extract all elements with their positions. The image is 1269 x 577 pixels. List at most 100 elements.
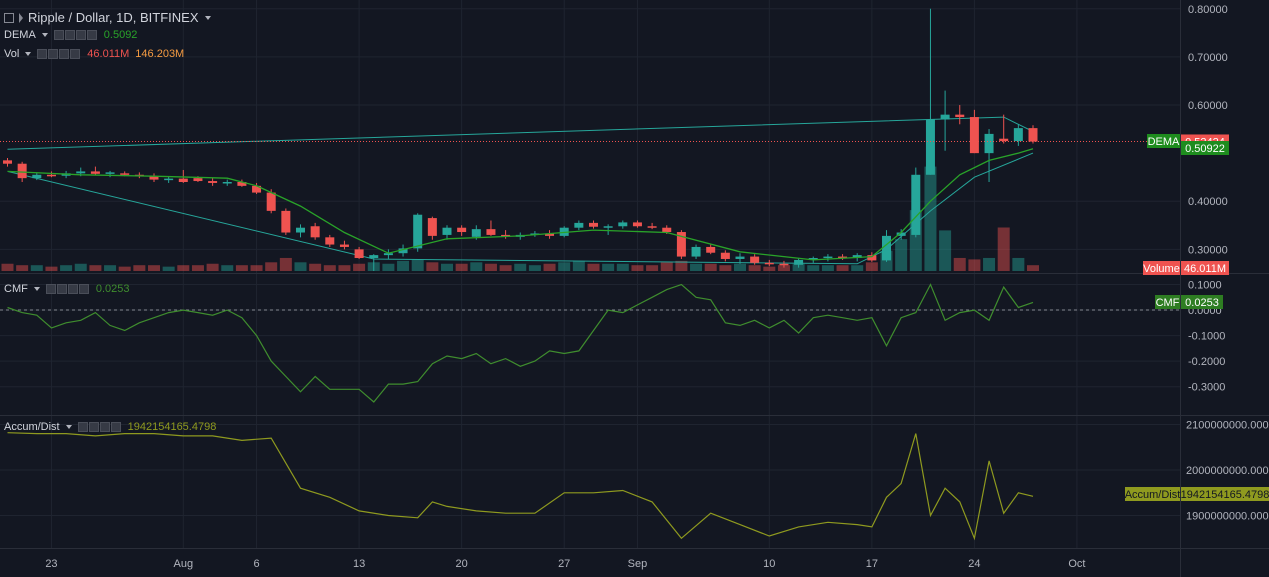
candle-body: [3, 160, 12, 164]
volume-bar: [660, 262, 673, 271]
candle-body: [457, 227, 467, 233]
volume-bar: [309, 263, 322, 271]
ad-legend[interactable]: Accum/Dist 1942154165.4798: [4, 421, 216, 433]
candle-body: [471, 229, 481, 237]
more-icon[interactable]: [75, 30, 86, 40]
candle-body: [413, 214, 423, 249]
candle-body: [398, 248, 408, 254]
volume-bar: [836, 265, 849, 271]
candle-body: [896, 232, 906, 236]
dema-legend-value: 0.5092: [103, 29, 138, 41]
vol-legend-name: Vol: [4, 48, 20, 60]
price-tick-label: 0.30000: [1188, 244, 1228, 256]
candle-body: [589, 222, 598, 227]
close-icon[interactable]: [78, 284, 89, 294]
candle-body: [1013, 128, 1023, 142]
candle-body: [281, 210, 291, 233]
dema-label-tag-bg: [1147, 134, 1180, 148]
volume-bar: [587, 263, 600, 271]
candle-body: [838, 256, 848, 259]
flag-icon[interactable]: [19, 12, 23, 23]
volume-bar: [558, 262, 571, 271]
candle-body: [310, 226, 320, 238]
close-icon[interactable]: [86, 30, 97, 40]
time-axis-label: 24: [968, 558, 980, 570]
chevron-down-icon[interactable]: [204, 15, 211, 20]
dema-line: [7, 148, 1034, 261]
candle-body: [940, 114, 950, 120]
volume-bar: [851, 265, 864, 271]
vol-legend[interactable]: Vol 46.011M 146.203M: [4, 48, 184, 60]
volume-bar: [470, 262, 483, 271]
volume-bar: [939, 230, 952, 271]
candle-body: [325, 237, 335, 245]
settings-icon[interactable]: [64, 30, 75, 40]
candle-body: [911, 174, 921, 235]
volume-bar: [206, 263, 219, 271]
candle-body: [794, 259, 804, 265]
volume-value-tag-bg: [1181, 261, 1229, 275]
volume-bar: [997, 227, 1010, 271]
volume-bar: [675, 260, 688, 271]
chevron-down-icon[interactable]: [41, 33, 48, 37]
symbol-title[interactable]: Ripple / Dollar, 1D, BITFINEX: [28, 10, 199, 25]
volume-bar: [162, 266, 175, 271]
settings-icon[interactable]: [56, 284, 67, 294]
ad-legend-value: 1942154165.4798: [127, 421, 217, 433]
more-icon[interactable]: [99, 422, 110, 432]
candle-body: [164, 178, 174, 181]
candle-body: [955, 114, 965, 118]
chevron-down-icon[interactable]: [33, 287, 40, 291]
time-axis-label: 17: [866, 558, 878, 570]
volume-bar: [763, 266, 776, 271]
candle-body: [750, 256, 760, 263]
checkbox-icon[interactable]: [4, 12, 14, 23]
cmf-tick-label: -0.2000: [1188, 356, 1225, 368]
candle-body: [46, 174, 56, 177]
volume-bar: [265, 262, 278, 271]
volume-bar: [441, 263, 453, 271]
price-tick-label: 0.70000: [1188, 52, 1228, 64]
dema-value-tag-bg: [1181, 141, 1229, 155]
volume-bar: [235, 265, 248, 271]
volume-bar: [74, 263, 87, 271]
settings-icon[interactable]: [88, 422, 99, 432]
eye-icon[interactable]: [77, 422, 88, 432]
candle-body: [339, 244, 349, 247]
dema-legend[interactable]: DEMA 0.5092: [4, 29, 137, 41]
volume-bar: [294, 262, 307, 271]
symbol-legend[interactable]: Ripple / Dollar, 1D, BITFINEX: [4, 10, 217, 25]
candle-body: [603, 226, 613, 228]
time-axis-label: 20: [456, 558, 468, 570]
volume-bar: [382, 263, 395, 271]
cmf-legend[interactable]: CMF 0.0253: [4, 283, 129, 295]
settings-icon[interactable]: [48, 49, 59, 59]
candle-body: [764, 262, 774, 265]
volume-bar: [807, 265, 820, 271]
chevron-down-icon[interactable]: [25, 52, 32, 56]
eye-icon[interactable]: [53, 30, 64, 40]
envelope-lower-line: [7, 152, 1034, 265]
candle-body: [779, 263, 789, 266]
candle-body: [969, 117, 979, 154]
candle-body: [237, 182, 247, 186]
vol-legend-value: 46.011M: [87, 48, 130, 60]
volume-bar: [646, 265, 659, 271]
eye-icon[interactable]: [45, 284, 56, 294]
volume-bar: [279, 257, 292, 271]
volume-bar: [397, 260, 410, 271]
volume-bar: [426, 262, 439, 271]
volume-bar: [968, 259, 981, 271]
cmf-value-tag-bg: [1181, 295, 1223, 309]
candle-body: [222, 182, 232, 184]
more-icon[interactable]: [67, 284, 78, 294]
chevron-down-icon[interactable]: [65, 425, 72, 429]
close-icon[interactable]: [70, 49, 81, 59]
time-axis-label: 27: [558, 558, 570, 570]
eye-icon[interactable]: [37, 49, 48, 59]
more-icon[interactable]: [59, 49, 70, 59]
ad-line: [7, 432, 1034, 541]
price-tick-label: 0.40000: [1188, 196, 1228, 208]
close-icon[interactable]: [110, 422, 121, 432]
